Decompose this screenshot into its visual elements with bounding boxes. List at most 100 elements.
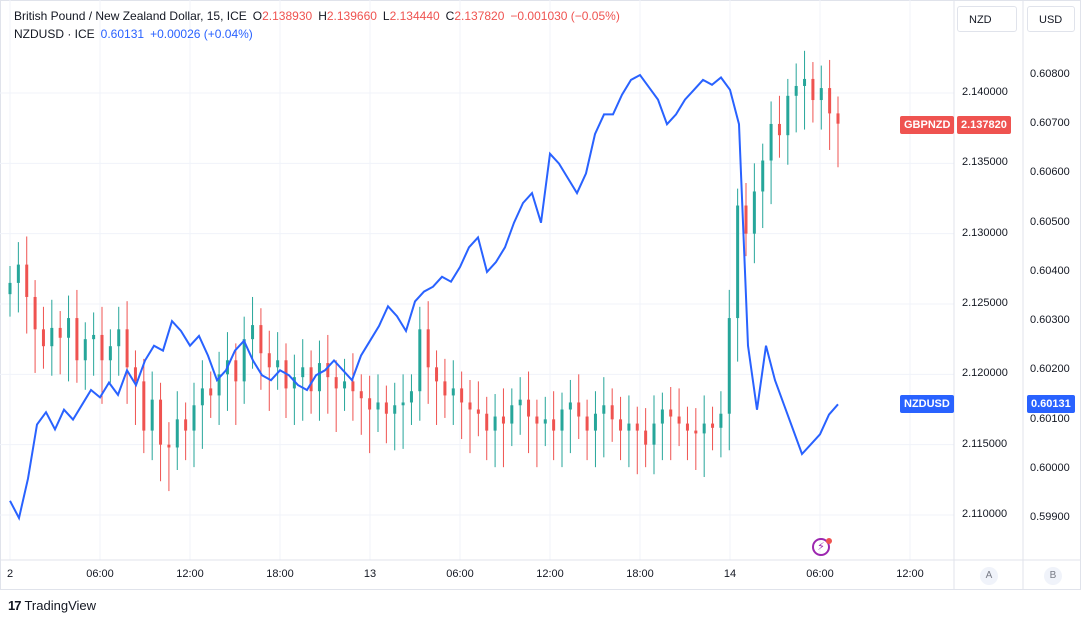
candle-body — [50, 327, 54, 347]
candle — [242, 316, 246, 404]
candle — [393, 382, 397, 451]
candle — [167, 422, 171, 492]
candle-body — [75, 318, 79, 361]
candle-body — [819, 88, 823, 101]
candle — [560, 392, 564, 468]
candle — [777, 95, 781, 158]
candle-body — [393, 405, 397, 414]
candle — [225, 332, 229, 411]
candle-body — [200, 388, 204, 406]
candle-body — [217, 374, 221, 396]
candle — [16, 242, 20, 313]
candle-body — [527, 399, 531, 417]
chart-canvas[interactable] — [0, 0, 1081, 590]
candle-body — [803, 78, 807, 86]
usd-scale-button[interactable]: USD — [1027, 6, 1075, 32]
candle-body — [276, 360, 280, 368]
candle-body — [552, 419, 556, 431]
candle — [610, 388, 614, 442]
candle-body — [125, 329, 129, 368]
usd-tick-label: 0.60200 — [1030, 363, 1070, 376]
close-key: C — [445, 9, 455, 23]
candle — [660, 392, 664, 461]
tradingview-brand[interactable]: 17 TradingView — [8, 598, 96, 613]
candle-body — [309, 367, 313, 392]
nzdusd-line — [9, 73, 839, 521]
log-scale-button[interactable]: B — [1044, 567, 1062, 585]
candle — [117, 306, 121, 376]
candle — [786, 78, 790, 165]
candle-body — [292, 377, 296, 389]
candle — [518, 377, 522, 435]
candle — [711, 406, 715, 451]
candle — [200, 360, 204, 449]
candle — [535, 399, 539, 468]
candle — [409, 374, 413, 425]
candle — [83, 322, 87, 390]
candle-body — [209, 388, 213, 396]
candle-body — [384, 402, 388, 414]
candle — [159, 382, 163, 482]
nzd-scale-button[interactable]: NZD — [957, 6, 1017, 32]
candle — [276, 332, 280, 390]
usd-tick-label: 0.60600 — [1030, 166, 1070, 179]
candle — [33, 280, 37, 373]
candle — [476, 381, 480, 437]
candle — [669, 386, 673, 461]
candle-body — [242, 339, 246, 382]
candle-body — [468, 402, 472, 410]
candle-body — [142, 381, 146, 431]
candle — [727, 289, 731, 451]
main-series-title: British Pound / New Zealand Dollar, 15, … — [14, 9, 247, 23]
nzd-tick-label: 2.120000 — [962, 367, 1008, 380]
nzdusd-price-tag: 0.60131 — [1027, 395, 1075, 413]
candle-body — [485, 413, 489, 431]
candle — [234, 343, 238, 425]
candle — [811, 62, 815, 123]
time-tick-label: 06:00 — [446, 568, 474, 580]
candle-body — [593, 413, 597, 431]
gbpnzd-price-tag: 2.137820 — [957, 116, 1011, 134]
candle-body — [451, 388, 455, 396]
candle — [150, 371, 154, 461]
candle-body — [769, 123, 773, 161]
candle — [694, 408, 698, 470]
time-tick-label: 12:00 — [896, 568, 924, 580]
candle-body — [317, 363, 321, 392]
auto-scale-button[interactable]: A — [980, 567, 998, 585]
candle-body — [159, 399, 163, 445]
candle — [685, 406, 689, 461]
candle-body — [510, 405, 514, 424]
close-value: 2.137820 — [454, 9, 505, 23]
time-tick-label: 12:00 — [176, 568, 204, 580]
candle-body — [543, 419, 547, 424]
candle — [184, 402, 188, 461]
candle-body — [401, 402, 405, 406]
candle-body — [568, 402, 572, 410]
change-value: −0.001030 (−0.05%) — [510, 9, 620, 23]
candle — [644, 408, 648, 468]
candle-body — [167, 444, 171, 448]
grid — [0, 0, 954, 560]
nzd-tick-label: 2.110000 — [962, 508, 1008, 520]
candle-body — [652, 423, 656, 445]
candle-body — [58, 327, 62, 338]
candle — [142, 358, 146, 454]
compare-series-legend: NZDUSD · ICE 0.60131 +0.00026 (+0.04%) — [14, 27, 253, 41]
candle — [351, 353, 355, 421]
candle — [752, 163, 756, 264]
nzd-tick-label: 2.115000 — [962, 437, 1008, 450]
lightning-icon[interactable]: ⚡ — [812, 538, 830, 556]
candle — [627, 395, 631, 468]
candle — [552, 391, 556, 461]
candle — [619, 396, 623, 461]
candle-body — [409, 391, 413, 403]
high-value: 2.139660 — [326, 9, 377, 23]
tradingview-logo-icon: 17 — [8, 598, 22, 613]
candle — [769, 101, 773, 205]
candle — [301, 339, 305, 421]
usd-tick-label: 0.59900 — [1030, 511, 1070, 523]
candle-body — [560, 409, 564, 431]
candle-body — [493, 416, 497, 431]
candle — [635, 406, 639, 475]
